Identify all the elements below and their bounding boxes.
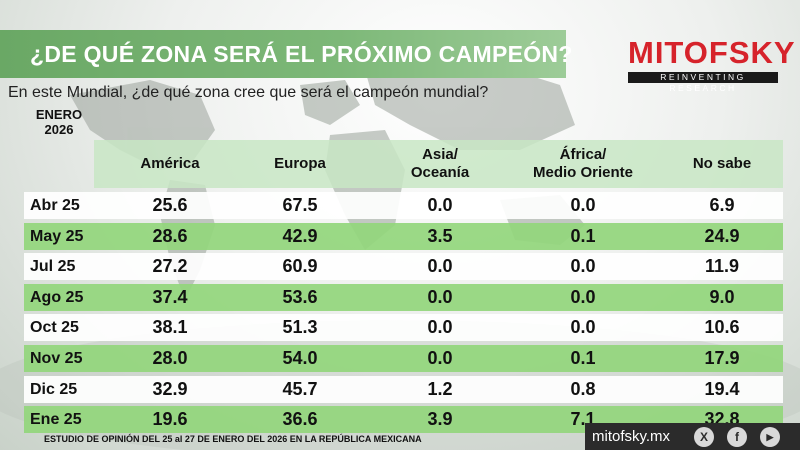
column-header-line1: América [140,155,200,172]
data-label: 37.4 [152,287,188,307]
column-header: Asia/Oceanía [380,142,500,186]
row-label: Dic 25 [30,381,78,398]
data-label: 67.5 [282,195,318,215]
footer-note: ESTUDIO DE OPINIÓN DEL 25 al 27 DE ENERO… [44,434,422,444]
data-label: 3.9 [427,409,453,429]
data-label: 53.6 [282,287,318,307]
row-label: Oct 25 [30,319,79,336]
data-label: 0.0 [570,287,596,307]
survey-question: En este Mundial, ¿de qué zona cree que s… [8,84,489,101]
table-row: Abr 25 25.6 67.5 0.0 0.0 6.9 [24,192,783,219]
data-label: 0.0 [427,195,453,215]
data-label: 28.6 [152,226,188,246]
data-label: 19.4 [704,379,740,399]
data-label: 1.2 [427,379,453,399]
data-label: 11.9 [704,256,740,276]
table-row: Dic 25 32.9 45.7 1.2 0.8 19.4 [24,376,783,403]
table-row: Nov 25 28.0 54.0 0.0 0.1 17.9 [24,345,783,372]
logo-tagline: REINVENTING RESEARCH [628,72,778,93]
row-label: Ene 25 [30,411,82,428]
data-label: 10.6 [704,317,740,337]
table-row: Oct 25 38.1 51.3 0.0 0.0 10.6 [24,314,783,341]
facebook-icon[interactable]: f [727,427,747,447]
data-label: 3.5 [427,226,453,246]
data-label: 9.0 [709,287,735,307]
data-label: 28.0 [152,348,188,368]
data-label: 0.0 [570,317,596,337]
data-label: 54.0 [282,348,318,368]
row-label: May 25 [30,228,84,245]
data-label: 60.9 [282,256,318,276]
column-header-line2: Medio Oriente [532,164,633,181]
data-label: 0.1 [570,226,596,246]
data-label: 38.1 [152,317,188,337]
column-header: África/Medio Oriente [498,142,668,186]
data-label: 36.6 [282,409,318,429]
website-link[interactable]: mitofsky.mx [592,428,671,445]
data-label: 32.9 [152,379,188,399]
row-label: Jul 25 [30,258,76,275]
table-row: May 25 28.6 42.9 3.5 0.1 24.9 [24,223,783,250]
column-header: No sabe [667,142,777,186]
data-label: 0.1 [570,348,596,368]
column-header: Europa [240,142,360,186]
data-label: 0.0 [427,287,453,307]
row-label: Ago 25 [30,289,84,306]
title-banner: ¿DE QUÉ ZONA SERÁ EL PRÓXIMO CAMPEÓN? [0,30,572,78]
table-row: Ago 25 37.4 53.6 0.0 0.0 9.0 [24,284,783,311]
data-label: 25.6 [152,195,188,215]
table-header-background [94,140,783,188]
data-label: 27.2 [152,256,188,276]
page-title: ¿DE QUÉ ZONA SERÁ EL PRÓXIMO CAMPEÓN? [30,40,573,67]
column-header-line1: No sabe [692,155,752,172]
column-header-line1: Europa [274,155,326,172]
x-icon[interactable]: X [694,427,714,447]
data-label: 0.0 [427,256,453,276]
data-label: 0.0 [427,317,453,337]
survey-date: ENERO 2026 [34,107,84,137]
data-label: 17.9 [704,348,740,368]
column-header-line2: Oceanía [410,164,470,181]
data-label: 51.3 [282,317,318,337]
column-header-line1: Asia/ [422,146,458,163]
youtube-icon[interactable]: ▶ [760,427,780,447]
data-label: 0.8 [570,379,596,399]
data-label: 42.9 [282,226,318,246]
row-label: Abr 25 [30,197,80,214]
data-label: 45.7 [282,379,318,399]
data-label: 0.0 [570,195,596,215]
survey-date-month: ENERO [35,107,83,122]
survey-date-year: 2026 [44,122,74,137]
data-label: 6.9 [709,195,735,215]
row-label: Nov 25 [30,350,83,367]
mitofsky-logo: MITOFSKY REINVENTING RESEARCH [628,35,796,93]
table-row: Jul 25 27.2 60.9 0.0 0.0 11.9 [24,253,783,280]
column-header-line1: África/ [559,146,607,163]
data-label: 24.9 [704,226,740,246]
data-label: 0.0 [427,348,453,368]
logo-brand: MITOFSKY [628,35,796,70]
data-label: 0.0 [570,256,596,276]
data-label: 19.6 [152,409,188,429]
column-header: América [110,142,230,186]
